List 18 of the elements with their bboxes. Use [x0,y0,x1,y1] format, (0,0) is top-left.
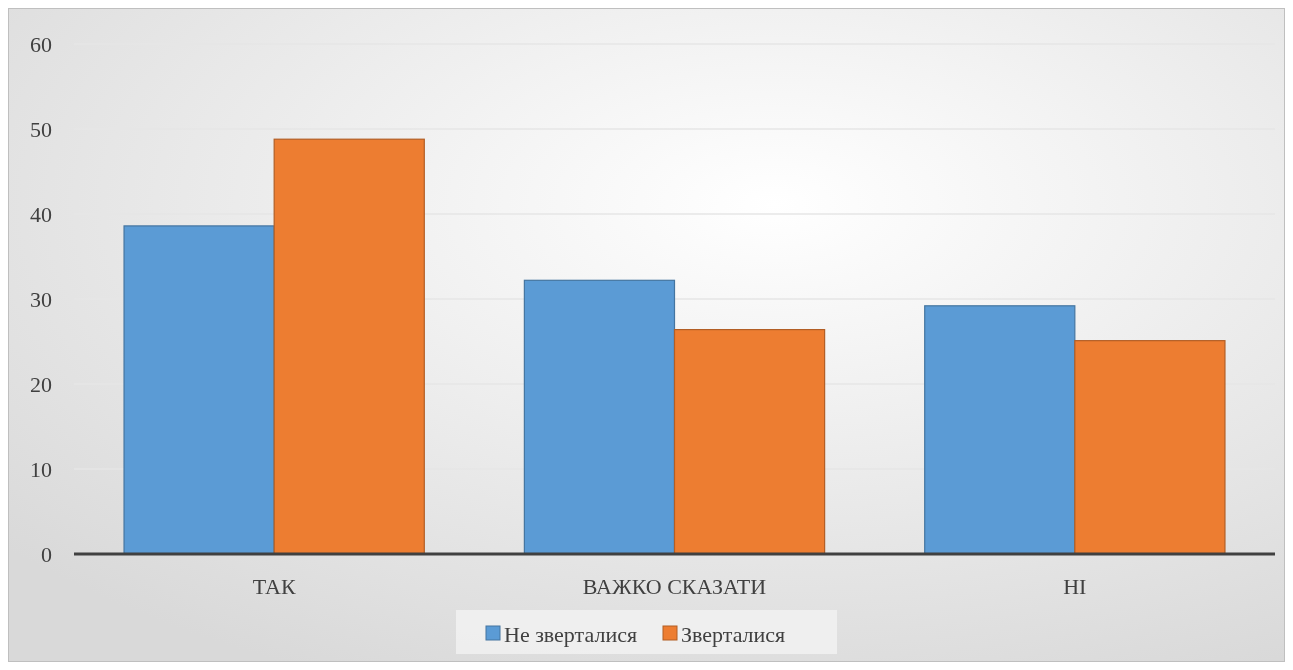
bar [1074,340,1226,555]
y-tick-label: 20 [30,371,52,397]
y-tick-label: 0 [41,541,52,567]
bar [924,305,1076,555]
x-tick-label: ВАЖКО СКАЗАТИ [582,574,767,599]
legend-label: Не зверталися [504,621,638,647]
legend-label: Зверталися [681,621,786,647]
y-tick-label: 60 [30,31,52,57]
bar [523,279,676,555]
y-tick-label: 50 [30,116,52,142]
x-tick-label: НІ [1063,574,1087,599]
y-tick-label: 10 [30,456,52,482]
bar [273,138,425,555]
x-tick-label: ТАК [252,574,296,599]
y-tick-label: 30 [30,286,52,312]
bar [673,329,826,555]
y-tick-label: 40 [30,201,52,227]
bar [123,225,275,555]
